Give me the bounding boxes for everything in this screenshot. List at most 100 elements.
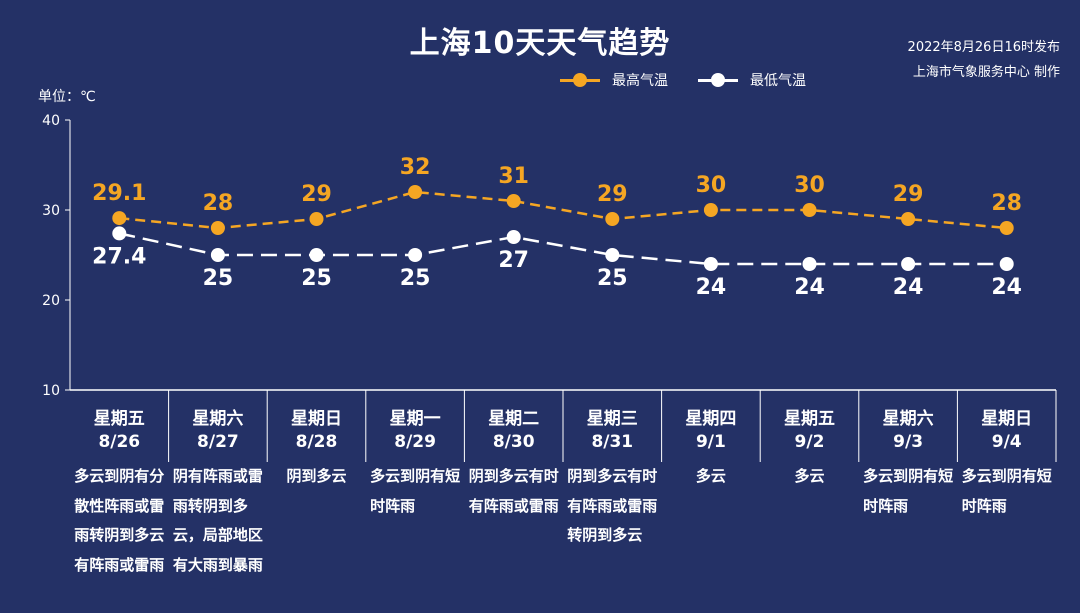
data-point-high	[506, 194, 521, 208]
legend-label-low: 最低气温	[750, 73, 806, 89]
day-weekday: 星期日	[290, 409, 342, 429]
day-description: 阴到多云有时有阵雨或雷雨	[468, 467, 559, 515]
day-column: 星期一 8/29	[366, 392, 465, 462]
data-point-low	[802, 257, 817, 271]
day-column: 星期日 9/4	[957, 392, 1056, 462]
day-date: 8/28	[295, 432, 338, 452]
day-weekday: 星期六	[882, 409, 934, 429]
day-date: 8/29	[394, 432, 436, 452]
day-weekday: 星期五	[783, 409, 835, 429]
day-description: 多云到阴有短时阵雨	[863, 467, 954, 515]
day-column: 星期日 8/28	[267, 392, 366, 462]
data-label-high: 30	[794, 173, 825, 198]
data-label-low: 25	[301, 266, 332, 291]
y-tick-label: 20	[42, 293, 60, 309]
data-point-low	[309, 248, 324, 262]
day-description: 多云到阴有分散性阵雨或雷雨转阴到多云有阵雨或雷雨	[74, 467, 165, 574]
data-label-low: 24	[696, 275, 727, 300]
data-point-low	[901, 257, 916, 271]
day-column: 星期五 9/2	[760, 392, 859, 462]
data-label-low: 25	[597, 266, 628, 291]
data-label-low: 25	[400, 266, 431, 291]
data-point-low	[112, 226, 127, 241]
day-weekday: 星期五	[93, 409, 145, 429]
data-label-high: 28	[203, 191, 234, 216]
data-label-low: 27	[498, 248, 529, 273]
data-label-high: 29	[597, 182, 628, 207]
unit-label: 单位：℃	[38, 89, 96, 105]
day-date: 9/3	[893, 432, 924, 452]
series-line-high	[119, 190, 1007, 230]
day-date: 8/31	[591, 432, 634, 452]
day-column: 星期二 8/30	[464, 392, 563, 462]
legend-line-high	[560, 73, 600, 87]
data-label-low: 25	[203, 266, 234, 291]
data-point-high	[210, 221, 225, 235]
data-point-high	[309, 212, 324, 226]
data-label-low: 24	[991, 275, 1022, 300]
day-description: 多云	[794, 467, 825, 485]
y-tick-label: 30	[42, 203, 60, 219]
data-point-low	[506, 230, 521, 244]
day-column: 星期四 9/1	[662, 392, 761, 462]
data-point-high	[999, 221, 1014, 235]
legend-dot-low	[711, 73, 725, 87]
publish-org: 上海市气象服务中心 制作	[912, 65, 1060, 80]
day-weekday: 星期一	[389, 409, 441, 429]
day-date: 8/27	[197, 432, 239, 452]
data-point-low	[605, 248, 620, 262]
data-label-high: 29	[301, 182, 332, 207]
day-column: 星期六 9/3	[859, 392, 958, 462]
publish-date: 2022年8月26日16时发布	[907, 40, 1060, 55]
data-point-high	[901, 212, 916, 226]
day-date: 9/1	[695, 432, 726, 452]
data-label-low: 27.4	[92, 244, 146, 269]
data-point-high	[112, 211, 127, 226]
day-description: 多云到阴有短时阵雨	[370, 467, 461, 515]
data-point-high	[605, 212, 620, 226]
data-label-high: 28	[991, 191, 1022, 216]
legend-dot-high	[573, 73, 587, 87]
data-label-high: 31	[498, 164, 529, 189]
data-point-low	[210, 248, 225, 262]
day-description: 多云	[695, 467, 726, 485]
day-description: 多云到阴有短时阵雨	[961, 467, 1052, 515]
day-weekday: 星期三	[586, 409, 638, 429]
legend-line-low	[698, 73, 738, 87]
day-date: 9/2	[794, 432, 825, 452]
day-date: 8/26	[98, 432, 141, 452]
data-point-low	[703, 257, 718, 271]
legend-item-high: 最高气温	[560, 70, 668, 90]
day-description: 阴到多云有时有阵雨或雷雨转阴到多云	[567, 467, 658, 544]
day-weekday: 星期六	[192, 409, 244, 429]
data-point-high	[802, 203, 817, 217]
legend-label-high: 最高气温	[612, 73, 668, 89]
data-point-high	[703, 203, 718, 217]
y-tick-label: 10	[42, 383, 60, 399]
day-description: 阴到多云	[286, 467, 347, 485]
legend-item-low: 最低气温	[698, 70, 806, 90]
y-tick-label: 40	[42, 113, 60, 129]
day-column: 星期六 8/27	[169, 392, 268, 462]
data-label-high: 32	[400, 155, 431, 180]
chart-title: 上海10天天气趋势	[409, 26, 671, 61]
day-weekday: 星期日	[981, 409, 1033, 429]
day-date: 8/30	[492, 432, 535, 452]
data-label-low: 24	[794, 275, 825, 300]
data-point-high	[408, 185, 423, 199]
data-label-low: 24	[893, 275, 924, 300]
day-weekday: 星期二	[488, 409, 540, 429]
legend: 最高气温 最低气温	[560, 70, 836, 90]
data-label-high: 30	[696, 173, 727, 198]
data-point-low	[999, 257, 1014, 271]
data-point-low	[408, 248, 423, 262]
day-column: 星期三 8/31	[563, 392, 662, 462]
series-line-low	[119, 232, 1007, 266]
day-weekday: 星期四	[685, 409, 737, 429]
data-label-high: 29	[893, 182, 924, 207]
day-date: 9/4	[991, 432, 1022, 452]
day-description: 阴有阵雨或雷雨转阴到多云，局部地区有大雨到暴雨	[172, 467, 263, 574]
day-column: 星期五 8/26	[70, 392, 169, 462]
data-label-high: 29.1	[92, 181, 146, 206]
